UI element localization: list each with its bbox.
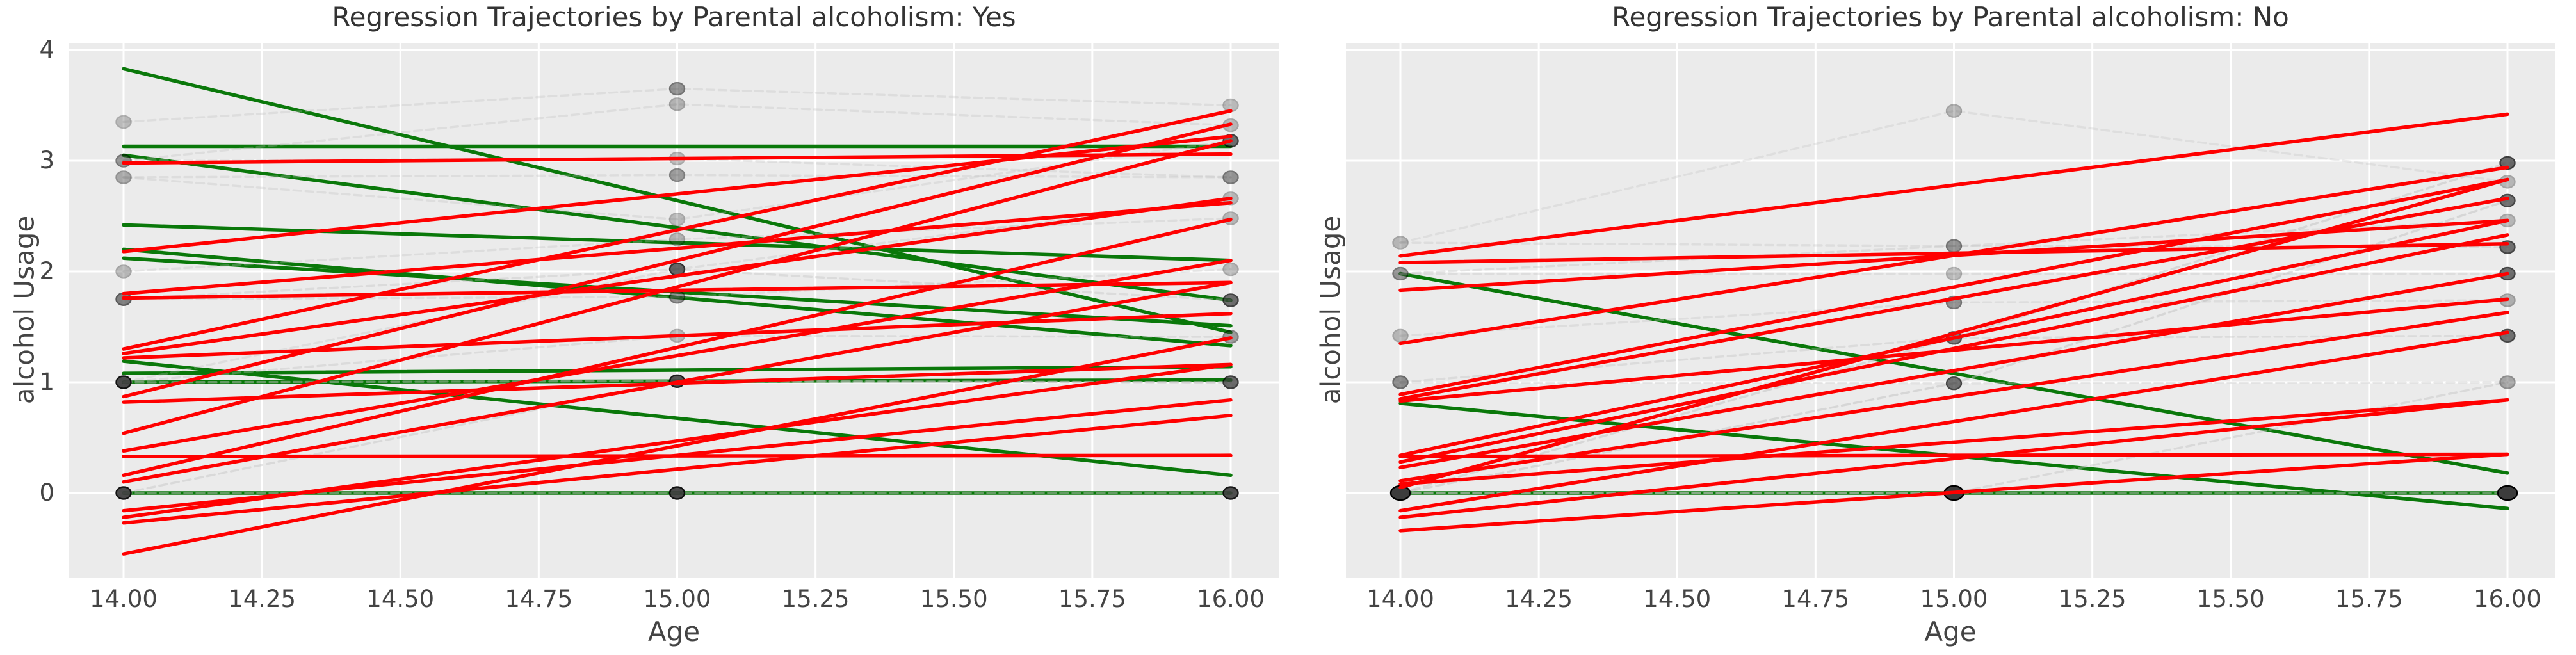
- red-regression-line: [122, 362, 1233, 519]
- panel-yes-x-axis-label: Age: [647, 616, 701, 647]
- data-point-marker: [115, 170, 132, 184]
- data-point-marker: [2497, 485, 2518, 501]
- y-tick-label: 4: [39, 36, 54, 63]
- green-regression-line: [122, 153, 1233, 302]
- y-tick-label: 2: [39, 257, 54, 285]
- red-regression-line: [1398, 177, 2509, 396]
- panel-no-plot-area: [1346, 43, 2555, 578]
- data-point-marker: [1392, 266, 1409, 281]
- x-tick-label: 14.75: [1781, 585, 1850, 613]
- x-tick-label: 14.50: [1643, 585, 1712, 613]
- panel-no-x-axis-label: Age: [1924, 616, 1977, 647]
- red-regression-line: [1398, 165, 2509, 346]
- red-regression-line: [1398, 177, 2509, 490]
- red-regression-line: [122, 280, 1233, 300]
- x-tick-label: 14.75: [505, 585, 573, 613]
- x-tick-label: 14.50: [366, 585, 435, 613]
- red-regression-line: [1398, 452, 2509, 458]
- y-tick-label: 3: [39, 147, 54, 174]
- x-tick-label: 15.25: [781, 585, 850, 613]
- x-tick-label: 15.00: [1920, 585, 1988, 613]
- y-tick-label: 1: [39, 368, 54, 396]
- x-tick-label: 14.00: [1366, 585, 1434, 613]
- red-regression-line: [122, 258, 1233, 453]
- red-regression-line: [1398, 242, 2509, 264]
- x-tick-label: 16.00: [2474, 585, 2541, 613]
- data-point-marker: [1222, 262, 1239, 277]
- observed-trajectory-line: [122, 103, 1232, 162]
- data-point-marker: [668, 232, 686, 247]
- data-point-marker: [1222, 170, 1239, 184]
- data-point-marker: [1945, 239, 1963, 253]
- data-point-marker: [1945, 266, 1963, 281]
- data-point-marker: [1222, 486, 1239, 500]
- x-tick-label: 15.00: [643, 585, 711, 613]
- data-point-marker: [1222, 375, 1239, 389]
- observed-trajectory-line: [1399, 109, 2509, 244]
- red-regression-line: [1398, 398, 2509, 486]
- data-point-marker: [668, 97, 686, 111]
- x-tick-label: 14.25: [1505, 585, 1573, 613]
- data-point-marker: [668, 81, 686, 96]
- red-regression-line: [122, 197, 1233, 355]
- data-point-marker: [668, 290, 686, 304]
- red-regression-line: [1398, 233, 2509, 464]
- red-regression-line: [1398, 218, 2509, 457]
- x-tick-label: 14.00: [90, 585, 158, 613]
- data-point-marker: [1222, 293, 1239, 307]
- data-point-marker: [668, 212, 686, 227]
- green-regression-line: [122, 67, 1233, 334]
- x-tick-label: 14.25: [228, 585, 296, 613]
- x-tick-label: 15.50: [2196, 585, 2265, 613]
- data-point-marker: [668, 168, 686, 182]
- red-regression-line: [122, 217, 1233, 478]
- red-regression-line: [122, 139, 1233, 435]
- x-tick-label: 15.25: [2058, 585, 2126, 613]
- red-regression-line: [122, 336, 1233, 556]
- red-regression-line: [122, 122, 1233, 399]
- red-regression-line: [122, 109, 1233, 351]
- y-tick-label: 0: [39, 479, 54, 506]
- data-point-marker: [115, 486, 132, 500]
- panel-yes-plot-area: [69, 43, 1279, 578]
- data-point-marker: [115, 115, 132, 129]
- observed-trajectory-line: [122, 174, 1232, 179]
- red-regression-line: [1398, 311, 2509, 483]
- data-point-marker: [1945, 104, 1963, 118]
- data-point-marker: [1945, 376, 1963, 391]
- x-tick-label: 15.75: [1058, 585, 1126, 613]
- x-tick-label: 15.75: [2335, 585, 2403, 613]
- red-regression-line: [122, 200, 1233, 296]
- data-point-marker: [2499, 375, 2516, 389]
- red-regression-line: [122, 134, 1233, 254]
- red-regression-line: [1398, 112, 2509, 258]
- x-tick-label: 16.00: [1197, 585, 1265, 613]
- red-regression-line: [1398, 330, 2509, 513]
- x-tick-label: 15.50: [919, 585, 988, 613]
- green-regression-line: [1398, 271, 2509, 475]
- data-point-marker: [115, 375, 132, 389]
- green-regression-line: [122, 365, 1233, 375]
- data-point-marker: [1392, 236, 1409, 250]
- panel-yes-title: Regression Trajectories by Parental alco…: [332, 1, 1016, 33]
- red-regression-line: [1398, 398, 2509, 519]
- red-regression-line: [1398, 452, 2509, 533]
- observed-trajectory-line: [122, 140, 1232, 221]
- red-regression-line: [122, 280, 1233, 484]
- panel-no-title: Regression Trajectories by Parental alco…: [1612, 1, 2289, 33]
- red-regression-line: [122, 414, 1233, 525]
- data-point-marker: [115, 154, 132, 168]
- data-point-marker: [115, 264, 132, 279]
- panel-no-y-axis-label: alcohol Usage: [1315, 215, 1347, 405]
- data-point-marker: [1392, 375, 1409, 389]
- data-point-marker: [668, 486, 686, 500]
- data-point-marker: [1392, 328, 1409, 343]
